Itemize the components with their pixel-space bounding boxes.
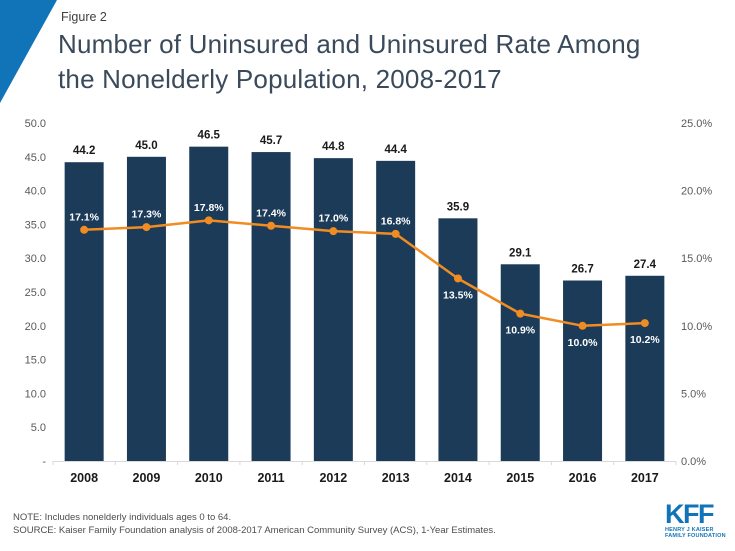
rate-value-label: 17.8% [194, 202, 224, 214]
footer-notes: NOTE: Includes nonelderly individuals ag… [13, 511, 496, 537]
x-axis-year-label: 2009 [133, 471, 161, 485]
x-axis-year-label: 2014 [444, 471, 472, 485]
bar-value-label: 27.4 [634, 259, 657, 271]
bar-value-label: 44.4 [384, 144, 407, 156]
x-axis-year-label: 2016 [569, 471, 597, 485]
right-axis-tick-label: 10.0% [681, 321, 712, 333]
rate-value-label: 17.3% [132, 209, 162, 221]
bar-2015 [500, 264, 540, 461]
rate-value-label: 10.9% [505, 325, 535, 337]
figure-label: Figure 2 [61, 10, 107, 24]
bar-value-label: 29.1 [509, 247, 532, 259]
bar-2010 [189, 146, 229, 461]
bar-2014 [438, 218, 478, 461]
x-axis-year-label: 2017 [631, 471, 659, 485]
bar-2017 [625, 275, 665, 461]
bar-value-label: 26.7 [571, 264, 593, 276]
rate-marker-2014 [453, 274, 462, 283]
rate-value-label: 17.4% [256, 207, 286, 219]
bar-value-label: 46.5 [198, 130, 221, 142]
page-title-line2: the Nonelderly Population, 2008-2017 [58, 64, 502, 94]
bar-2008 [64, 162, 104, 461]
bar-2009 [126, 156, 166, 462]
page-title-line1: Number of Uninsured and Uninsured Rate A… [58, 29, 641, 59]
right-axis-tick-label: 5.0% [681, 388, 706, 400]
x-axis-year-label: 2012 [319, 471, 347, 485]
rate-value-label: 17.1% [69, 211, 99, 223]
rate-value-label: 13.5% [443, 289, 473, 301]
left-axis-tick-label: 25.0 [25, 287, 46, 299]
left-axis-tick-label: 35.0 [25, 219, 46, 231]
bar-value-label: 35.9 [447, 201, 469, 213]
left-axis-tick-label: 50.0 [25, 118, 46, 130]
rate-marker-2017 [640, 319, 649, 328]
bar-value-label: 45.0 [135, 140, 157, 152]
right-axis-tick-label: 20.0% [681, 186, 712, 198]
left-axis-tick-label: 40.0 [25, 186, 46, 198]
x-axis-year-label: 2008 [70, 471, 98, 485]
left-axis-tick-label: 10.0 [25, 388, 46, 400]
left-axis-tick-label: 20.0 [25, 321, 46, 333]
rate-marker-2008 [80, 225, 89, 234]
x-axis-year-label: 2015 [506, 471, 534, 485]
x-axis-year-label: 2010 [195, 471, 223, 485]
rate-line [84, 219, 645, 328]
rate-value-label: 17.0% [318, 213, 348, 225]
bar-2012 [313, 158, 353, 462]
left-axis-tick-label: - [42, 456, 46, 468]
left-axis-tick-label: 45.0 [25, 152, 46, 164]
x-axis-year-label: 2013 [382, 471, 410, 485]
rate-marker-2016 [578, 321, 587, 330]
left-axis-tick-label: 30.0 [25, 253, 46, 265]
rate-value-label: 10.2% [630, 334, 660, 346]
rate-marker-2015 [516, 309, 525, 318]
rate-marker-2011 [267, 221, 276, 230]
bar-value-label: 44.8 [322, 141, 345, 153]
rate-value-label: 10.0% [568, 337, 598, 349]
rate-value-label: 16.8% [381, 215, 411, 227]
left-axis-tick-label: 5.0 [31, 422, 46, 434]
note-text: NOTE: Includes nonelderly individuals ag… [13, 512, 232, 523]
left-axis-tick-label: 15.0 [25, 355, 46, 367]
bar-value-label: 45.7 [260, 135, 282, 147]
bar-value-label: 44.2 [73, 145, 95, 157]
kff-logo-tagline1: HENRY J KAISER [665, 527, 714, 533]
rate-marker-2013 [391, 229, 400, 238]
x-axis-year-label: 2011 [257, 471, 284, 485]
kff-logo-tagline2: FAMILY FOUNDATION [665, 533, 726, 539]
rate-marker-2010 [204, 216, 213, 225]
bar-2016 [563, 280, 603, 461]
rate-marker-2012 [329, 227, 338, 236]
kff-logo-text: KFF [665, 499, 714, 529]
rate-marker-2009 [142, 223, 151, 232]
right-axis-tick-label: 0.0% [681, 456, 706, 468]
right-axis-tick-label: 25.0% [681, 118, 712, 130]
page-title: Number of Uninsured and Uninsured Rate A… [58, 27, 641, 97]
right-axis-tick-label: 15.0% [681, 253, 712, 265]
source-text: SOURCE: Kaiser Family Foundation analysi… [13, 525, 496, 536]
bar-2013 [376, 160, 416, 461]
kff-logo: KFF HENRY J KAISER FAMILY FOUNDATION [665, 499, 726, 540]
bar-2011 [251, 152, 291, 461]
